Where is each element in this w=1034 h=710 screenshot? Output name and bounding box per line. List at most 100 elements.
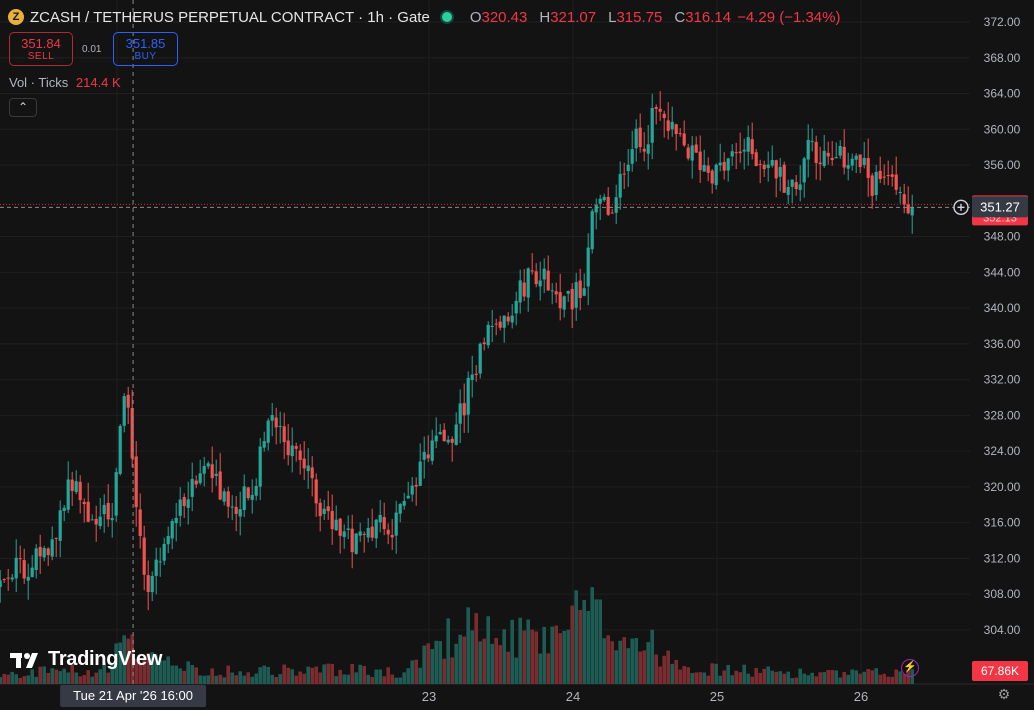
volume-bar — [186, 661, 190, 684]
volume-bar — [198, 675, 202, 684]
candle-body — [286, 440, 290, 456]
candle-body — [550, 290, 554, 292]
volume-bar — [214, 675, 218, 684]
volume-bar — [434, 640, 438, 684]
volume-bar — [158, 660, 162, 684]
volume-bar — [874, 668, 878, 684]
candle-body — [878, 170, 882, 180]
candle-body — [570, 288, 574, 310]
candle-body — [322, 508, 326, 515]
candle-body — [230, 506, 234, 508]
candle-body — [258, 446, 262, 487]
candle-body — [294, 446, 298, 449]
price-tick-label: 308.00 — [984, 587, 1021, 601]
candle-body — [762, 164, 766, 170]
candle-body — [142, 537, 146, 575]
candle-body — [850, 158, 854, 166]
volume-bar — [174, 665, 178, 684]
volume-bar — [798, 668, 802, 684]
volume-bar — [134, 658, 138, 684]
volume-bar — [474, 613, 478, 684]
volume-bar — [546, 653, 550, 684]
gear-icon[interactable]: ⚙ — [997, 686, 1011, 702]
volume-bar — [810, 672, 814, 684]
tradingview-logo[interactable]: TradingView — [10, 648, 162, 671]
candle-body — [602, 196, 606, 201]
volume-bar — [730, 675, 734, 684]
lightning-icon[interactable]: ⚡ — [901, 659, 919, 677]
volume-bar — [646, 642, 650, 684]
volume-bar — [26, 675, 30, 684]
volume-bar — [322, 664, 326, 684]
volume-tag-label: 67.86K — [981, 664, 1019, 678]
volume-bar — [166, 656, 170, 684]
volume-bar — [362, 665, 366, 684]
candle-body — [810, 140, 814, 142]
symbol-title[interactable]: ZCASH / TETHERUS PERPETUAL CONTRACT · 1h… — [30, 8, 430, 26]
candle-body — [282, 426, 286, 443]
volume-bar — [18, 677, 22, 684]
candle-body — [450, 438, 454, 443]
volume-bar — [894, 669, 898, 684]
candle-body — [66, 479, 70, 510]
candle-body — [338, 518, 342, 536]
volume-bars — [0, 587, 914, 684]
candle-body — [910, 207, 914, 216]
candle-body — [642, 148, 646, 152]
candle-body — [70, 479, 74, 491]
candle-body — [326, 506, 330, 512]
candle-body — [890, 174, 894, 177]
volume-bar — [242, 675, 246, 684]
volume-bar — [450, 657, 454, 684]
volume-bar — [234, 675, 238, 684]
volume-bar — [394, 677, 398, 684]
candle-body — [470, 374, 474, 381]
candle-body — [426, 454, 430, 459]
candle-body — [42, 548, 46, 558]
collapse-legend-button[interactable]: ⌃ — [9, 98, 37, 117]
volume-bar — [102, 662, 106, 684]
sell-button[interactable]: 351.84 SELL — [9, 32, 73, 66]
candle-body — [2, 578, 6, 580]
candle-body — [474, 373, 478, 375]
volume-bar — [270, 674, 274, 684]
volume-bar — [422, 645, 426, 684]
candle-body — [358, 531, 362, 536]
candle-body — [738, 151, 742, 154]
volume-bar — [502, 629, 506, 684]
price-tick-label: 336.00 — [984, 337, 1021, 351]
volume-bar — [402, 672, 406, 684]
candles — [0, 91, 914, 611]
candle-body — [314, 479, 318, 504]
price-tick-label: 340.00 — [984, 301, 1021, 315]
buy-button[interactable]: 351.85 BUY — [113, 32, 178, 66]
candle-body — [238, 509, 242, 517]
volume-bar — [586, 611, 590, 684]
volume-bar — [294, 675, 298, 684]
volume-legend[interactable]: Vol · Ticks 214.4 K — [9, 75, 121, 90]
volume-bar — [698, 672, 702, 684]
candle-body — [730, 151, 734, 157]
price-axis[interactable]: 372.00 368.00 364.00 360.00 356.00 348.00 344.… — [972, 15, 1028, 681]
volume-bar — [626, 648, 630, 684]
ohlc-close: C316.14 — [674, 8, 732, 26]
candle-body — [366, 527, 370, 538]
volume-bar — [602, 638, 606, 684]
volume-bar — [286, 667, 290, 684]
candle-body — [598, 198, 602, 204]
candle-body — [278, 425, 282, 427]
volume-bar — [862, 671, 866, 684]
buy-label: BUY — [134, 51, 157, 62]
candle-body — [578, 280, 582, 298]
time-axis[interactable]: 2123242526Tue 21 Apr '26 16:00 — [60, 685, 868, 707]
volume-bar — [858, 673, 862, 684]
time-tick-label: 23 — [422, 689, 436, 704]
volume-bar — [778, 671, 782, 684]
volume-bar — [406, 668, 410, 684]
candle-body — [630, 149, 634, 164]
volume-bar — [246, 672, 250, 684]
volume-bar — [106, 672, 110, 684]
price-tick-label: 328.00 — [984, 408, 1021, 422]
candle-body — [682, 133, 686, 146]
